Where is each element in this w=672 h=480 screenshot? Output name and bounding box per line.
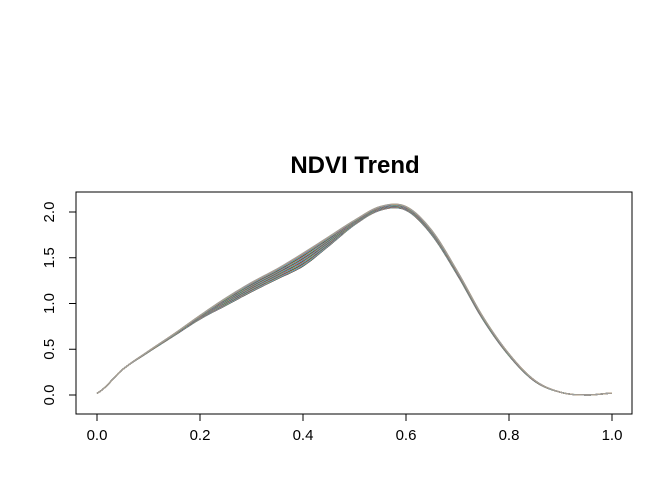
series-line: [96, 204, 613, 396]
series-line: [96, 206, 613, 396]
x-tick-label: 1.0: [602, 427, 623, 444]
x-axis: 0.0 0.2 0.4 0.6 0.8 1.0: [87, 413, 623, 444]
series-line: [96, 204, 613, 396]
y-tick-label: 1.0: [41, 293, 58, 314]
series-line: [96, 205, 613, 396]
series-line: [96, 204, 613, 396]
y-axis: 0.0 0.5 1.0 1.5 2.0: [41, 202, 77, 406]
series-line: [96, 203, 613, 396]
series-line: [96, 204, 613, 396]
series-line: [96, 206, 613, 396]
y-tick-label: 0.0: [41, 385, 58, 406]
series-line: [96, 206, 613, 396]
series-line: [96, 204, 613, 396]
series-line: [96, 205, 613, 396]
series-line: [96, 206, 613, 396]
x-tick-label: 0.0: [87, 427, 108, 444]
series-line: [96, 203, 613, 396]
series-line: [96, 205, 613, 396]
series-line: [96, 204, 613, 396]
series-line: [96, 205, 613, 396]
y-tick-label: 1.5: [41, 247, 58, 268]
series-line: [96, 204, 613, 396]
series-line: [96, 205, 613, 396]
series-line: [96, 205, 613, 396]
x-tick-label: 0.4: [293, 427, 314, 444]
y-tick-label: 0.5: [41, 339, 58, 360]
series-line: [96, 205, 613, 396]
series-group: [96, 203, 613, 396]
series-line: [96, 203, 613, 396]
series-line: [96, 203, 613, 396]
series-line: [96, 206, 613, 396]
series-line: [96, 204, 613, 396]
series-line: [96, 204, 613, 396]
x-tick-label: 0.2: [190, 427, 211, 444]
series-line: [96, 204, 613, 396]
y-tick-label: 2.0: [41, 202, 58, 223]
series-line: [96, 203, 613, 396]
series-line: [96, 206, 613, 396]
series-line: [96, 205, 613, 396]
series-line: [96, 206, 613, 396]
x-tick-label: 0.8: [499, 427, 520, 444]
x-tick-label: 0.6: [396, 427, 417, 444]
series-line: [96, 204, 613, 396]
series-line: [96, 206, 613, 396]
series-line: [96, 205, 613, 396]
series-line: [96, 207, 613, 396]
series-line: [96, 206, 613, 396]
series-line: [96, 203, 613, 396]
series-line: [96, 206, 613, 396]
chart-title: NDVI Trend: [290, 152, 419, 179]
series-line: [96, 206, 613, 396]
series-line: [96, 205, 613, 396]
series-line: [96, 205, 613, 396]
